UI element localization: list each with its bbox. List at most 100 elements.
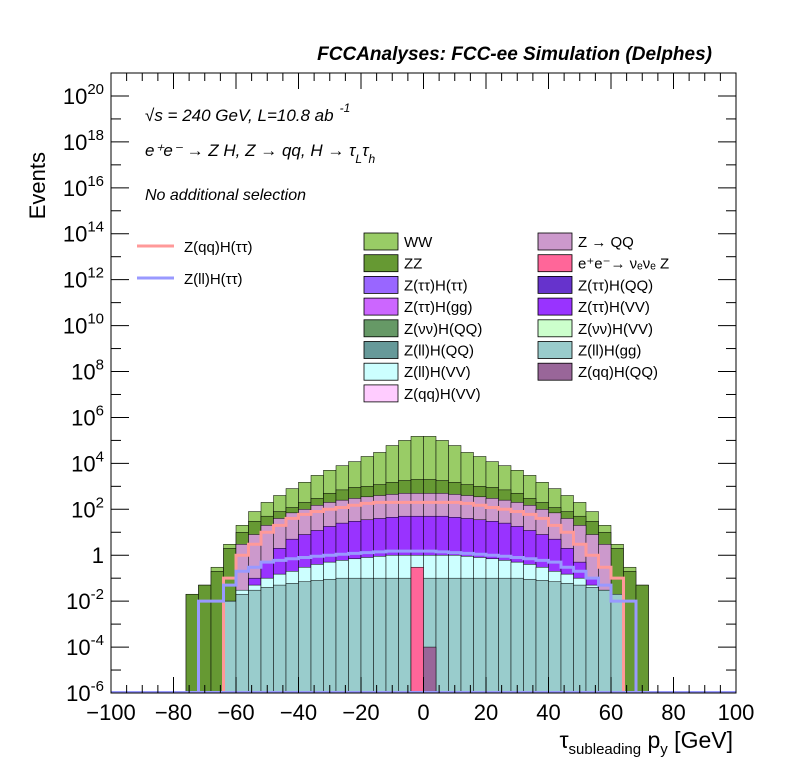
y-tick-label: 1 [92, 543, 104, 568]
hist-bar [185, 593, 199, 694]
x-tick-label: −20 [342, 700, 379, 725]
legend-label: Z(ττ)H(gg) [404, 299, 473, 316]
hist-bar [535, 580, 549, 694]
hist-bar [323, 578, 337, 694]
hist-bar [560, 583, 574, 694]
hist-bar [523, 578, 537, 694]
legend-line-label: Z(qq)H(ττ) [184, 239, 253, 256]
hist-bar [473, 577, 487, 694]
y-axis-label: Events [25, 152, 50, 219]
y-tick-label: 104 [71, 448, 104, 476]
overlay-line [222, 500, 625, 693]
x-tick-label: −40 [280, 700, 317, 725]
hist-bar [448, 577, 462, 694]
legend-label: Z(ll)H(VV) [404, 364, 471, 381]
x-tick-label: −80 [155, 700, 192, 725]
hist-bar [223, 600, 237, 694]
hist-bar [573, 584, 587, 694]
x-axis-label: τsubleading py [GeV] [559, 727, 733, 758]
legend-swatch [537, 341, 573, 359]
legend-label: Z(qq)H(VV) [404, 386, 481, 403]
chart-title: FCCAnalyses: FCC-ee Simulation (Delphes) [317, 44, 712, 65]
y-tick-label: 1018 [63, 127, 104, 155]
legend-label: Z(ττ)H(QQ) [578, 277, 653, 294]
hist-bar [585, 587, 599, 694]
y-tick-label: 10-6 [66, 678, 104, 706]
hist-bar [298, 581, 312, 694]
hist-bar-narrow [423, 646, 437, 694]
axes: −100 −80 −60 −40 −20 0 20 40 60 80 100 1020 1018 1016… [63, 72, 755, 758]
legend-swatch [363, 254, 399, 273]
legend-swatch [363, 297, 399, 316]
legend-label: Z(qq)H(QQ) [578, 364, 658, 381]
legend-swatch [363, 232, 399, 251]
hist-bar [435, 577, 449, 694]
hist-bar [260, 587, 274, 694]
legend-label: e⁺e⁻→ νₑνₑ Z [578, 256, 669, 273]
hist-bar [273, 584, 287, 694]
x-tick-label: −60 [217, 700, 254, 725]
legend-swatch [537, 232, 573, 251]
hist-bar [485, 577, 499, 694]
hist-bar [310, 580, 324, 694]
legend-label: Z(νν)H(VV) [578, 321, 653, 338]
legend-label: Z(ll)H(QQ) [404, 343, 474, 360]
x-tick-label: 80 [661, 700, 685, 725]
hist-bar [635, 584, 649, 694]
legend-label: ZZ [404, 256, 422, 273]
legend-line-label: Z(ll)H(ττ) [184, 271, 243, 288]
hist-bar [398, 577, 412, 694]
hist-bar [210, 571, 224, 694]
hist-bar [235, 593, 249, 694]
legend-label: Z(ττ)H(ττ) [404, 277, 468, 294]
y-tick-label: 10-2 [66, 586, 104, 614]
x-tick-label: −100 [86, 700, 136, 725]
legend: Z(qq)H(ττ) Z(ll)H(ττ) WW Z → QQ ZZ e⁺e⁻→ νₑνₑ… [137, 232, 669, 403]
legend-swatch [363, 341, 399, 359]
hist-bar [248, 589, 262, 694]
legend-label: Z(νν)H(QQ) [404, 321, 482, 338]
hist-bar [510, 577, 524, 694]
x-tick-label: 0 [417, 700, 429, 725]
x-tick-label: 100 [718, 700, 755, 725]
annotation-selection: No additional selection [145, 187, 306, 204]
legend-swatch [363, 275, 399, 294]
hist-bar [348, 577, 362, 694]
x-tick-label: 40 [536, 700, 560, 725]
hist-bar [598, 589, 612, 694]
legend-swatch [363, 362, 399, 381]
legend-label: Z(ll)H(gg) [578, 343, 641, 360]
legend-swatch [537, 362, 573, 381]
hist-bar [360, 577, 374, 694]
y-tick-label: 1010 [63, 311, 104, 339]
legend-swatch [363, 319, 399, 338]
hist-bar [385, 577, 399, 694]
legend-swatch [363, 384, 399, 403]
y-tick-label: 1012 [63, 265, 104, 293]
legend-swatch [537, 254, 573, 273]
legend-swatch [537, 297, 573, 316]
hist-bar [548, 581, 562, 694]
y-tick-label: 106 [71, 402, 104, 430]
hist-bar [285, 583, 299, 694]
y-tick-label: 102 [71, 494, 104, 522]
overlay-line [197, 549, 638, 693]
hist-bar [498, 577, 512, 694]
legend-label: Z(ττ)H(VV) [578, 299, 650, 316]
y-tick-label: 108 [71, 357, 104, 385]
legend-label: Z → QQ [578, 234, 634, 251]
x-tick-label: 60 [599, 700, 623, 725]
hist-bar [623, 571, 637, 694]
x-tick-label: 20 [474, 700, 498, 725]
legend-swatch [537, 319, 573, 338]
hist-bar-narrow [410, 566, 424, 694]
y-tick-label: 10-4 [66, 632, 104, 660]
legend-swatch [537, 275, 573, 294]
y-tick-label: 1016 [63, 173, 104, 201]
hist-bar [460, 577, 474, 694]
hist-bar [373, 577, 387, 694]
y-tick-label: 1014 [63, 219, 104, 247]
legend-label: WW [404, 234, 433, 251]
